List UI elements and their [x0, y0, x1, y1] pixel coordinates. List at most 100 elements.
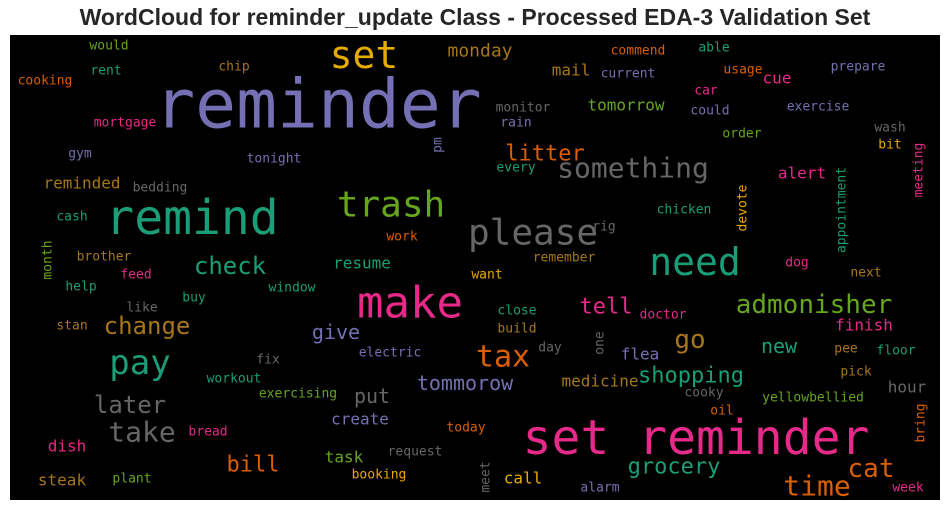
word-mortgage: mortgage [94, 116, 157, 131]
word-go: go [674, 325, 705, 355]
word-day: day [538, 341, 562, 356]
word-new: new [761, 334, 798, 358]
word-pm: pm [431, 137, 446, 153]
word-check: check [194, 252, 267, 280]
word-cash: cash [56, 210, 87, 225]
word-pick: pick [840, 365, 871, 380]
word-cat: cat [848, 454, 895, 484]
word-buy: buy [182, 291, 206, 306]
word-build: build [497, 322, 536, 337]
word-bit: bit [878, 138, 901, 153]
word-tonight: tonight [247, 152, 302, 167]
word-flea: flea [621, 345, 660, 364]
word-rain: rain [500, 116, 531, 131]
word-one: one [593, 331, 608, 355]
word-doctor: doctor [640, 308, 687, 323]
word-hour: hour [888, 378, 927, 397]
word-change: change [104, 312, 191, 340]
word-rent: rent [90, 64, 121, 79]
word-take: take [108, 416, 175, 449]
word-medicine: medicine [561, 372, 638, 391]
word-set-reminder: set reminder [523, 410, 870, 466]
word-window: window [269, 281, 316, 296]
word-would: would [89, 39, 128, 54]
word-want: want [471, 268, 502, 283]
word-request: request [388, 445, 443, 460]
word-workout: workout [207, 372, 262, 387]
word-bread: bread [188, 425, 227, 440]
word-later: later [94, 391, 166, 419]
word-tell: tell [580, 295, 633, 320]
wordcloud-canvas: reminder set reminder remind make set need ple… [10, 35, 940, 500]
word-monday: monday [447, 41, 512, 62]
word-time: time [783, 470, 850, 501]
word-give: give [312, 320, 360, 344]
word-month: month [41, 240, 56, 279]
word-gym: gym [68, 147, 92, 162]
word-wash: wash [874, 121, 905, 136]
word-meet: meet [479, 461, 494, 492]
word-alarm: alarm [580, 481, 619, 496]
word-close: close [497, 304, 536, 319]
word-monitor: monitor [496, 101, 551, 116]
word-bill: bill [227, 453, 280, 478]
word-commend: commend [611, 44, 666, 59]
word-reminded: reminded [43, 174, 120, 193]
word-appointment: appointment [835, 167, 850, 253]
word-devote: devote [736, 184, 751, 231]
word-remind: remind [105, 190, 278, 246]
word-pee: pee [834, 342, 858, 357]
word-floor: floor [876, 344, 915, 359]
word-today: today [446, 421, 485, 436]
word-steak: steak [38, 471, 87, 490]
word-feed: feed [120, 268, 151, 283]
word-oil: oil [710, 404, 733, 419]
word-call: call [504, 469, 543, 488]
wordcloud-svg: reminder set reminder remind make set need ple… [18, 35, 929, 501]
word-electric: electric [359, 346, 422, 361]
word-cooky: cooky [684, 386, 723, 401]
word-prepare: prepare [831, 60, 886, 75]
word-something: something [557, 152, 709, 185]
word-meeting: meeting [912, 143, 927, 198]
word-admonisher: admonisher [736, 290, 893, 320]
word-alert: alert [778, 164, 826, 183]
word-stan: stan [56, 319, 87, 334]
chart-title: WordCloud for reminder_update Class - Pr… [79, 4, 871, 30]
word-plant: plant [112, 472, 151, 487]
word-dish: dish [48, 437, 87, 456]
word-task: task [325, 448, 364, 467]
word-booking: booking [352, 468, 407, 483]
word-pay: pay [109, 343, 170, 383]
word-remember: remember [533, 251, 596, 266]
word-brother: brother [77, 250, 132, 265]
word-tax: tax [476, 340, 530, 375]
word-bring: bring [914, 403, 929, 442]
word-bedding: bedding [133, 181, 188, 196]
word-exercise: exercise [787, 100, 850, 115]
word-tomorrow: tomorrow [587, 96, 664, 115]
word-trash: trash [337, 185, 445, 226]
word-mail: mail [552, 61, 591, 80]
word-set: set [330, 35, 399, 77]
word-yellowbellied: yellowbellied [762, 391, 864, 406]
word-resume: resume [333, 254, 391, 273]
word-next: next [850, 266, 881, 281]
word-create: create [331, 410, 389, 429]
word-usage: usage [723, 63, 762, 78]
word-help: help [65, 280, 96, 295]
word-put: put [354, 384, 390, 408]
word-shopping: shopping [638, 364, 744, 389]
word-current: current [601, 67, 656, 82]
word-cue: cue [763, 69, 792, 88]
word-cooking: cooking [18, 74, 73, 89]
word-reminder: reminder [154, 66, 482, 145]
word-week: week [892, 481, 923, 496]
word-need: need [649, 240, 741, 284]
word-could: could [690, 104, 729, 119]
word-grocery: grocery [628, 455, 721, 480]
word-litter: litter [505, 142, 584, 167]
word-every: every [496, 161, 535, 176]
word-rig: rig [592, 220, 615, 235]
